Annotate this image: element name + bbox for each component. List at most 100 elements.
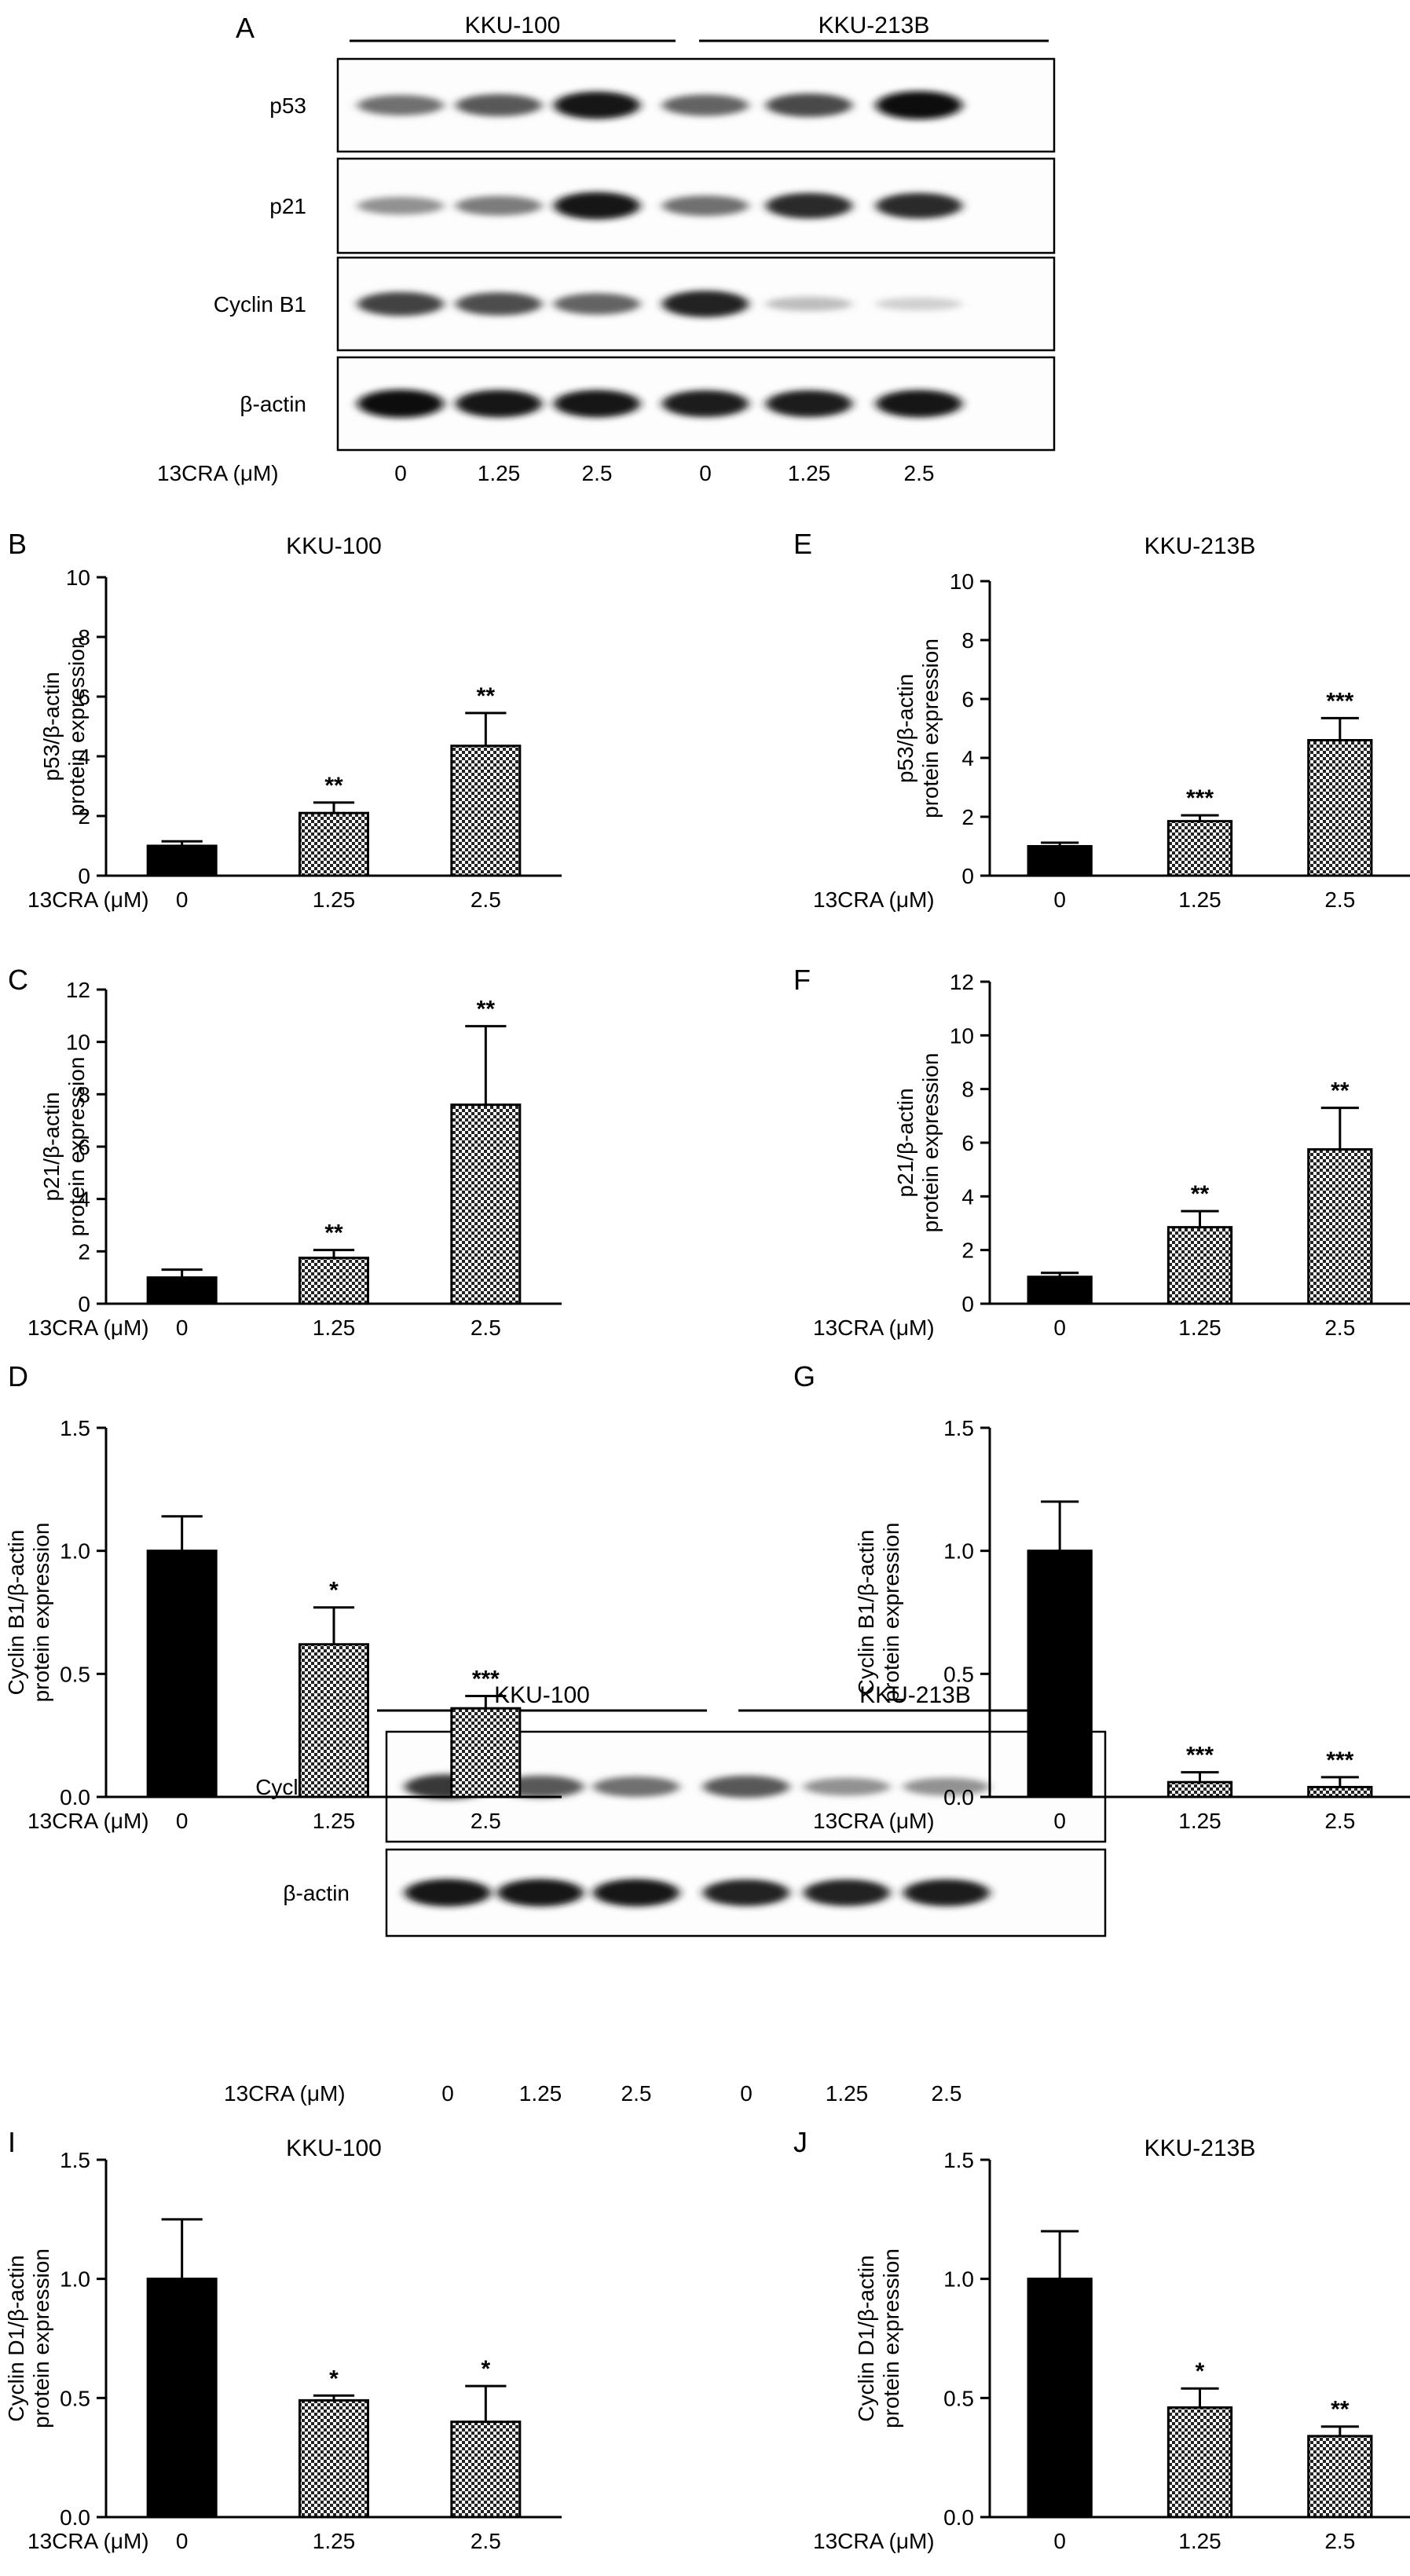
blot-band	[405, 1879, 491, 1907]
blot-dose-label: 1.25	[788, 461, 831, 485]
y-tick-label: 8	[78, 625, 90, 649]
y-tick-label: 6	[78, 685, 90, 709]
bar-2.5	[1307, 739, 1373, 877]
bar-chart-e: KKU-213B 0 2 4 6 8 10 p53/β-actinprotein expres…	[813, 533, 1410, 912]
significance-marker: ***	[1326, 688, 1353, 714]
y-tick-label: 0.0	[60, 1785, 90, 1809]
blot-band	[876, 390, 962, 418]
y-axis-label: Cyclin D1/β-actinprotein expression	[854, 2249, 903, 2428]
bar-chart-d: 0.0 0.5 1.0 1.5 Cyclin B1/β-actinprotein exp…	[4, 1416, 562, 1833]
significance-marker: **	[1331, 2397, 1350, 2423]
chart-title: KKU-100	[286, 2135, 382, 2161]
blot-band	[456, 292, 542, 316]
bar-1.25	[298, 811, 369, 877]
panel-letter-i: I	[8, 2126, 16, 2158]
blot-band	[554, 390, 640, 418]
significance-marker: **	[324, 773, 343, 799]
blot-dose-label: 2.5	[932, 2081, 962, 2106]
bar-0	[1027, 2278, 1093, 2519]
bar-1.25	[1166, 820, 1233, 877]
y-tick-label: 1.0	[60, 1539, 90, 1564]
blot-row: p21	[269, 157, 1056, 254]
y-axis-label: p21/β-actinprotein expression	[893, 1053, 943, 1233]
blot-row: Cyclin B1	[214, 256, 1056, 352]
blot-band	[662, 291, 749, 317]
blot-treatment-label: 13CRA (μM)	[224, 2081, 346, 2106]
x-axis-label: 13CRA (μM)	[813, 1315, 935, 1340]
y-tick-label: 0.5	[943, 2386, 974, 2410]
x-tick-label: 1.25	[313, 887, 356, 912]
y-axis-label-line: Cyclin D1/β-actin	[4, 2255, 28, 2421]
panel-letter-j: J	[793, 2126, 808, 2158]
y-axis-label-line: Cyclin D1/β-actin	[854, 2255, 878, 2421]
blot-band	[876, 192, 962, 219]
x-tick-label: 2.5	[471, 2529, 501, 2553]
y-axis-label-line: protein expression	[879, 2249, 903, 2428]
y-tick-label: 4	[78, 745, 90, 769]
blot-dose-label: 0	[740, 2081, 753, 2106]
significance-marker: *	[329, 2366, 339, 2391]
significance-marker: **	[1331, 1078, 1350, 1104]
x-tick-label: 1.25	[1178, 1315, 1221, 1340]
y-tick-label: 8	[961, 628, 974, 653]
y-axis-label-line: p53/β-actin	[39, 671, 64, 781]
blot-band	[766, 390, 852, 418]
x-tick-label: 2.5	[1324, 1809, 1355, 1833]
panel-letter-b: B	[8, 528, 27, 560]
bar-chart-i: KKU-100 0.0 0.5 1.0 1.5 Cyclin D1/β-actinprot…	[4, 2135, 562, 2553]
y-tick-label: 1.0	[60, 2267, 90, 2292]
panel-letter-d: D	[8, 1360, 28, 1392]
x-tick-label: 0	[176, 887, 189, 912]
blot-band	[593, 1776, 679, 1798]
bar-0	[146, 1550, 218, 1798]
y-tick-label: 0.5	[60, 2386, 90, 2410]
blot-band	[804, 1777, 890, 1796]
y-axis-label-line: protein expression	[29, 1523, 53, 1703]
panel-letter-g: G	[793, 1360, 815, 1392]
blot-band	[662, 94, 749, 116]
y-tick-label: 1.0	[943, 1539, 974, 1564]
bar-2.5	[1307, 1785, 1373, 1798]
y-tick-label: 10	[950, 1023, 974, 1048]
x-tick-label: 1.25	[1178, 887, 1221, 912]
significance-marker: ***	[1186, 1743, 1214, 1769]
y-tick-label: 6	[78, 1135, 90, 1159]
chart-title: KKU-100	[286, 533, 382, 559]
x-axis-label: 13CRA (μM)	[813, 887, 935, 912]
blot-band	[662, 195, 749, 217]
blot-row-label: p21	[269, 194, 306, 218]
y-axis-label: p53/β-actinprotein expression	[893, 639, 943, 818]
blot-dose-label: 1.25	[519, 2081, 562, 2106]
y-axis-label-line: Cyclin B1/β-actin	[4, 1530, 28, 1696]
blot-band	[766, 93, 852, 117]
panel-letter-c: C	[8, 964, 28, 996]
blot-band	[497, 1879, 584, 1907]
blot-dose-label: 2.5	[621, 2081, 652, 2106]
y-axis-label-line: protein expression	[879, 1523, 903, 1703]
blot-band	[593, 1879, 679, 1907]
bar-0	[1027, 1550, 1093, 1798]
y-tick-label: 4	[961, 1184, 974, 1209]
blot-band	[766, 296, 852, 312]
x-axis-label: 13CRA (μM)	[27, 1315, 149, 1340]
panel-letter-f: F	[793, 964, 811, 996]
x-tick-label: 2.5	[1324, 2529, 1355, 2553]
bar-0	[146, 844, 218, 877]
significance-marker: ***	[1186, 785, 1214, 811]
bar-1.25	[298, 1643, 369, 1798]
y-axis-label-line: protein expression	[918, 1053, 943, 1233]
western-blot-a: KKU-100 KKU-213B p53 p21 Cyclin B1 β-actin 13C…	[157, 13, 1056, 485]
blot-dose-label: 1.25	[826, 2081, 869, 2106]
y-tick-label: 1.5	[943, 1416, 974, 1440]
blot-band	[554, 91, 640, 119]
y-tick-label: 8	[961, 1078, 974, 1102]
significance-marker: **	[477, 997, 496, 1023]
x-tick-label: 2.5	[471, 887, 501, 912]
y-tick-label: 1.5	[943, 2148, 974, 2172]
blot-dose-label: 0	[441, 2081, 454, 2106]
bar-0	[146, 1276, 218, 1305]
y-tick-label: 4	[961, 746, 974, 770]
blot-band	[357, 291, 444, 317]
blot-band	[876, 91, 962, 119]
